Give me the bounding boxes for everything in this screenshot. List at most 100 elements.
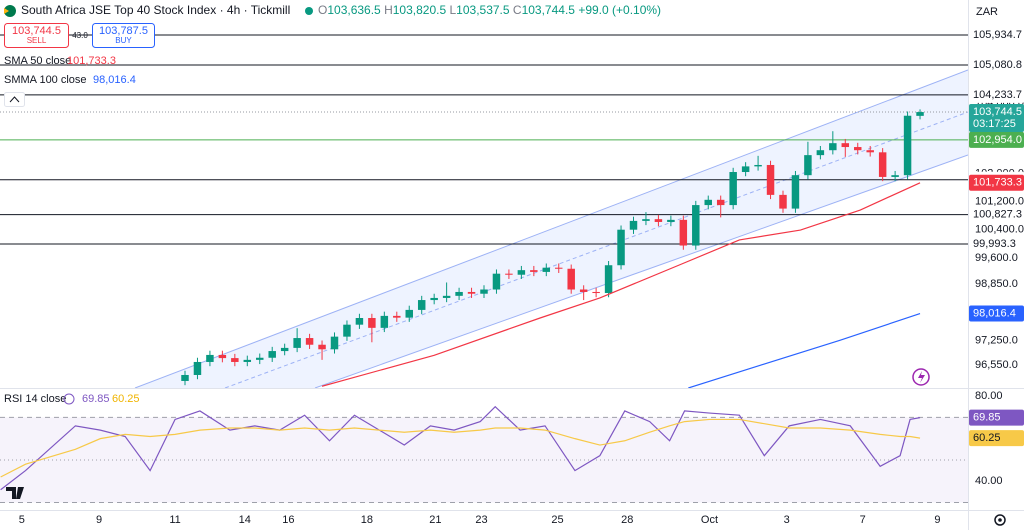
candle-body [679, 219, 688, 246]
candle-body [667, 219, 675, 222]
candle-body [505, 273, 513, 275]
collapse-icon [9, 96, 20, 103]
candle-body [878, 152, 887, 177]
candle-body [467, 291, 476, 294]
candle-body [891, 175, 899, 177]
last-price-tag-countdown: 03:17:25 [973, 118, 1016, 130]
rsi-legend-value: 60.25 [112, 393, 140, 405]
ohlc-value: 103,636.5 [327, 3, 381, 17]
level-tag-bg [969, 131, 1024, 148]
collapse-button[interactable] [4, 92, 25, 107]
series-line [0, 405, 921, 491]
candle-body [841, 143, 850, 148]
series-line [688, 312, 921, 388]
buy-button[interactable] [92, 23, 155, 48]
y-tick-label: 80.00 [975, 390, 1003, 402]
series-tag-bg [969, 409, 1024, 426]
candle-body [854, 147, 862, 151]
level-tag-bg [969, 236, 1024, 253]
x-tick-label: 14 [239, 514, 251, 526]
candle-body [829, 143, 837, 151]
settings-icon-center [998, 518, 1002, 522]
series-tag: 60.25 [973, 432, 1001, 444]
logo [6, 487, 24, 499]
x-tick-label: 5 [19, 514, 25, 526]
candle-body [430, 297, 438, 301]
candle-body [256, 357, 264, 360]
series-tag: 69.85 [973, 412, 1001, 424]
candle-body [579, 289, 588, 292]
candle-body [741, 166, 750, 173]
ohlc-value: 103,537.5 [456, 3, 510, 17]
currency: ZAR [976, 6, 998, 18]
x-tick-label: 18 [361, 514, 373, 526]
rsi-pane [0, 405, 968, 504]
series-tag-bg [969, 305, 1024, 322]
candle-body [916, 112, 924, 116]
y-tick-label: 96,550.0 [975, 359, 1018, 371]
rsi-legend-value: 69.85 [82, 393, 110, 405]
y-tick-label: 100,400.0 [975, 224, 1024, 236]
series-line [321, 182, 921, 387]
series-tag: 101,733.3 [973, 177, 1022, 189]
alert-icon[interactable] [912, 368, 930, 386]
candle-body [393, 315, 401, 318]
price-tags: 105,934.7 105,080.8 104,233.7 102,954.0 101,… [969, 27, 1024, 447]
x-tick-label: 23 [475, 514, 487, 526]
candle-body [368, 317, 376, 328]
candle-body [704, 199, 712, 206]
candle-body [442, 295, 451, 298]
candle-body [816, 150, 825, 156]
candle-body [766, 164, 775, 195]
level-tag-bg [969, 86, 1024, 103]
candle-body [542, 267, 551, 272]
x-tick-label: 28 [621, 514, 633, 526]
candle-body [343, 324, 351, 337]
candle-body [530, 270, 538, 272]
candle-body [617, 229, 625, 266]
series-tag: 98,016.4 [973, 307, 1016, 319]
candle-body [455, 291, 463, 296]
level-tag: 99,993.3 [973, 238, 1016, 250]
candle-body [218, 354, 227, 359]
candle-body [592, 291, 600, 294]
axes: 96,550.0 97,250.0 98,850.0 99,600.0 100,400.… [19, 97, 1024, 526]
x-tick-label: 9 [934, 514, 940, 526]
x-tick-label: 3 [784, 514, 790, 526]
candle-body [555, 267, 563, 269]
flag-icon-part [4, 8, 9, 14]
level-tag: 105,080.8 [973, 59, 1022, 71]
y-tick-label: 40.00 [975, 475, 1003, 487]
candle-body [517, 270, 526, 275]
level-tag: 105,934.7 [973, 29, 1022, 41]
alert-icon-bolt [918, 371, 925, 383]
buy-price: 103,787.5 [99, 25, 148, 37]
flag-icon [4, 5, 16, 17]
candle-body [729, 172, 737, 206]
candle-body [654, 219, 663, 222]
candle-body [754, 164, 762, 167]
ohlc-label: C [513, 3, 522, 17]
candle-body [692, 205, 700, 246]
sell-button[interactable] [4, 23, 69, 48]
level-tag-bg [969, 27, 1024, 44]
candle-body [243, 359, 252, 362]
candle-body [866, 150, 874, 153]
candle-body [492, 273, 501, 290]
channel-mid [224, 111, 968, 388]
buy-label: BUY [115, 36, 132, 45]
candle-body [405, 309, 413, 318]
settings-icon[interactable] [994, 514, 1006, 526]
candle-body [305, 338, 314, 345]
channel-lower [314, 154, 968, 388]
legend-name: SMMA 100 close [4, 74, 87, 86]
y-tick-label: 97,250.0 [975, 334, 1018, 346]
candle-body [480, 289, 488, 294]
x-tick-label: 16 [282, 514, 294, 526]
candle-body [380, 315, 389, 328]
legend-value: 98,016.4 [93, 74, 136, 86]
candle-body [791, 175, 800, 209]
candle-body [642, 219, 650, 221]
price-pane [0, 34, 968, 388]
